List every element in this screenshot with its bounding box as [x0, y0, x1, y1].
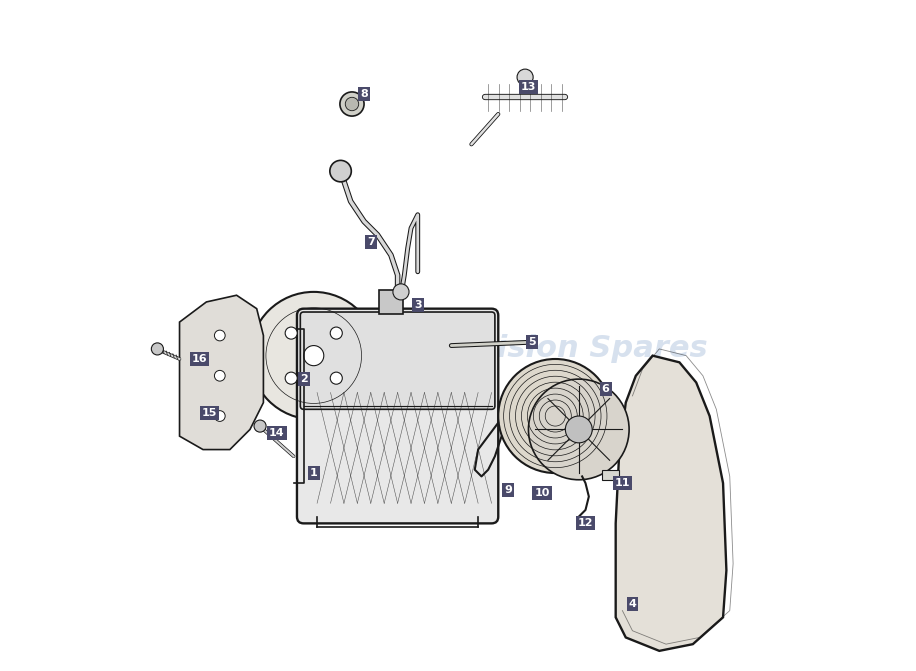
Text: 3: 3 [414, 301, 421, 310]
Text: 15: 15 [202, 408, 217, 417]
Circle shape [529, 379, 629, 480]
Text: 10: 10 [534, 488, 550, 498]
FancyBboxPatch shape [379, 290, 403, 314]
Circle shape [345, 97, 359, 111]
Circle shape [285, 372, 297, 384]
Circle shape [340, 92, 364, 116]
Circle shape [214, 330, 225, 341]
Circle shape [565, 416, 593, 443]
Text: 13: 13 [521, 83, 536, 92]
Circle shape [285, 327, 297, 339]
Circle shape [498, 359, 612, 473]
Polygon shape [180, 295, 264, 450]
Text: 6: 6 [602, 384, 609, 394]
Circle shape [517, 69, 533, 85]
Circle shape [214, 411, 225, 421]
Circle shape [250, 292, 377, 419]
Text: 8: 8 [360, 89, 368, 99]
Text: 4: 4 [628, 599, 637, 609]
Text: 11: 11 [615, 478, 630, 488]
Text: 14: 14 [269, 428, 285, 437]
Text: 16: 16 [191, 354, 208, 364]
Circle shape [331, 372, 343, 384]
Circle shape [331, 327, 343, 339]
FancyBboxPatch shape [300, 312, 495, 409]
Text: 2: 2 [300, 374, 308, 384]
Circle shape [393, 284, 409, 300]
Circle shape [304, 346, 323, 366]
Circle shape [214, 370, 225, 381]
Text: Powered by Precision Spares: Powered by Precision Spares [209, 334, 707, 364]
Bar [602, 470, 619, 480]
Text: 5: 5 [528, 338, 536, 347]
Circle shape [254, 420, 266, 432]
Text: 7: 7 [367, 237, 375, 246]
Polygon shape [616, 356, 726, 651]
Text: 12: 12 [578, 519, 594, 528]
FancyBboxPatch shape [297, 309, 498, 523]
Text: 1: 1 [310, 468, 318, 478]
Circle shape [151, 343, 163, 355]
Circle shape [330, 160, 352, 182]
Text: 9: 9 [505, 485, 512, 495]
